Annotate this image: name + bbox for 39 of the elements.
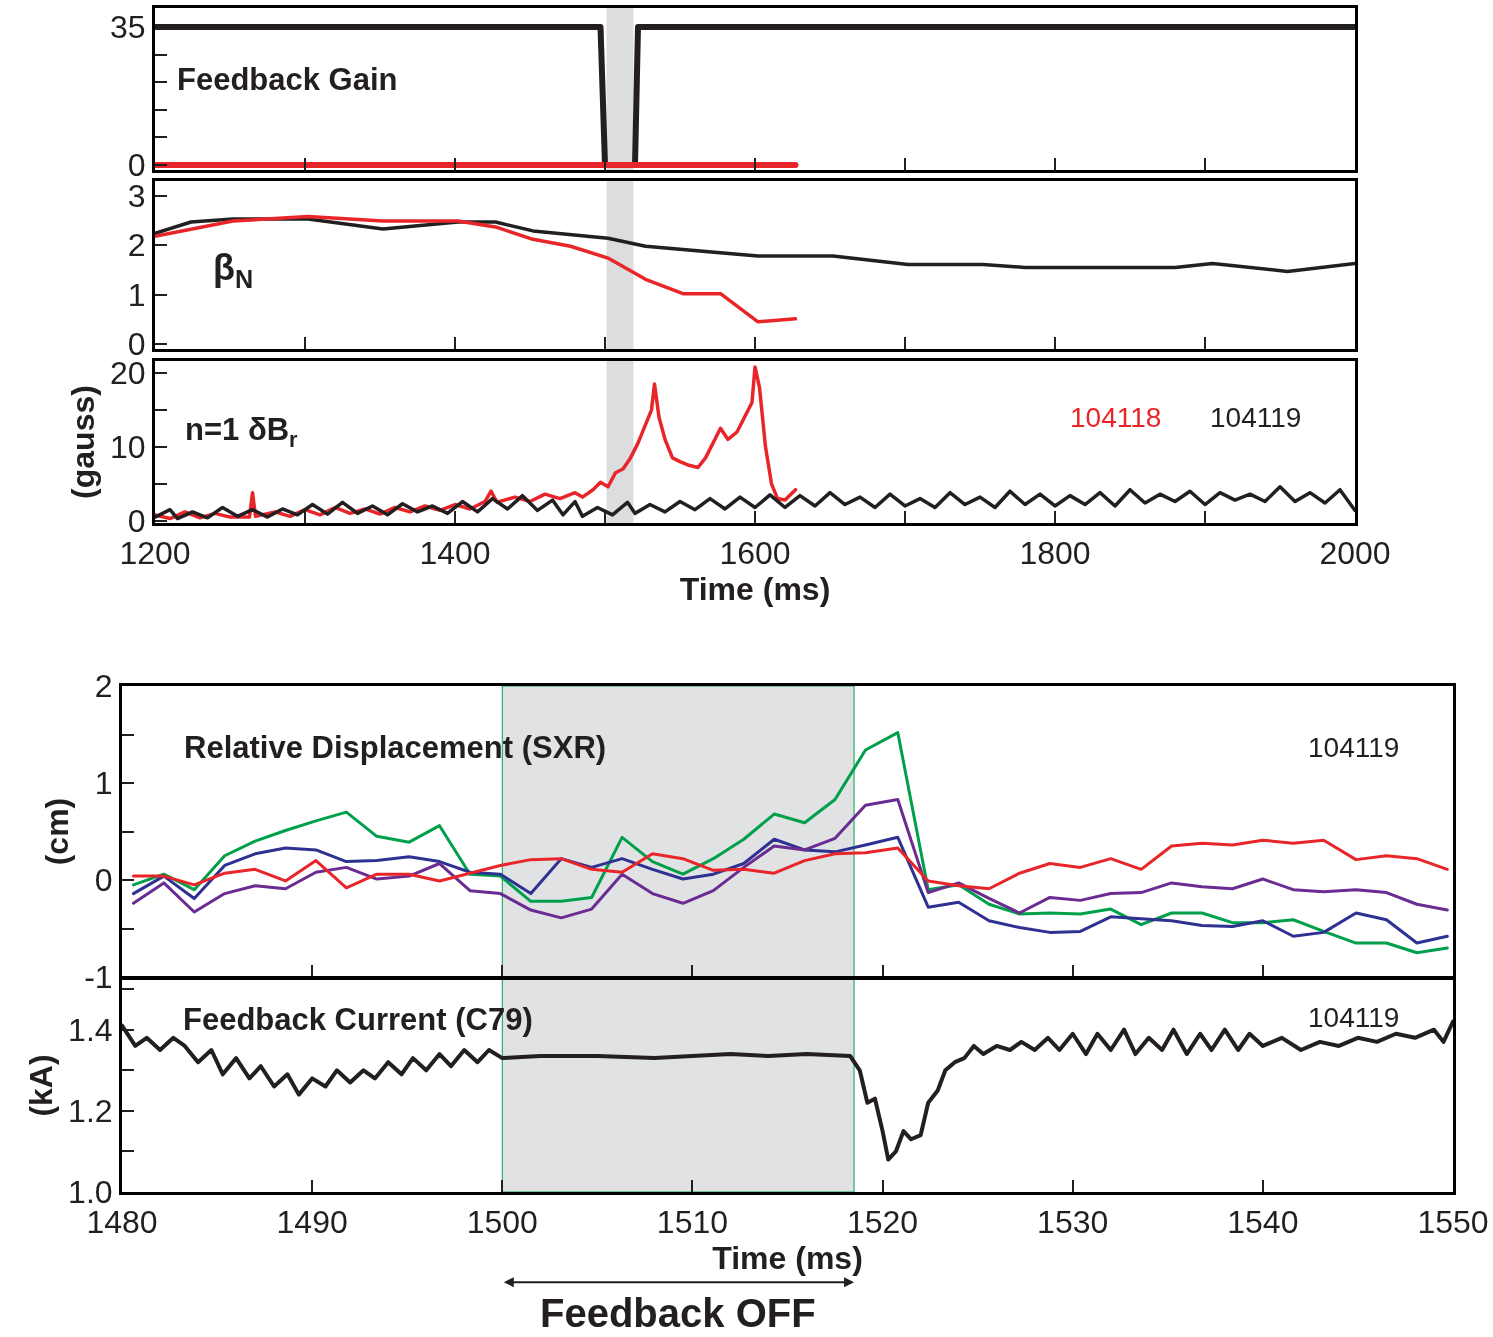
x-tick-label: 1490: [276, 1204, 348, 1241]
y-tick-label: 1.4: [68, 1011, 113, 1048]
y-tick-label: 2: [94, 668, 113, 705]
text: 104119: [1210, 402, 1302, 433]
annotation: 104119: [1308, 732, 1400, 763]
y-tick-label: 10: [110, 429, 146, 466]
y-axis-title: (cm): [39, 797, 76, 866]
y-tick-label: -1: [84, 959, 113, 996]
annotation: n=1 δB$_{r}$: [185, 412, 299, 452]
y-axis-title: (kA): [23, 1054, 60, 1117]
x-tick-label: 1520: [846, 1204, 919, 1241]
text: 104118: [1070, 402, 1162, 433]
x-tick-label: 1800: [1019, 535, 1091, 572]
line-series: [131, 835, 1449, 945]
x-axis-title: Time (ms): [679, 571, 831, 608]
line-series: [155, 485, 1355, 521]
x-axis-title: Time (ms): [712, 1240, 863, 1277]
x-tick-label: 1400: [419, 535, 491, 572]
x-tick-label: 1600: [719, 535, 791, 572]
x-tick-label: 2000: [1319, 535, 1391, 572]
y-tick-label: 1: [127, 276, 146, 313]
y-tick-label: 0: [94, 862, 113, 899]
y-axis-title: (gauss): [65, 385, 102, 499]
line-series: [155, 214, 798, 324]
line-series: [131, 797, 1449, 920]
line-series: [131, 838, 1449, 891]
annotation: Feedback Gain: [177, 62, 398, 97]
x-tick-label: 1510: [656, 1204, 729, 1241]
y-tick-label: 2: [127, 227, 146, 264]
x-tick-label: 1500: [466, 1204, 538, 1241]
y-tick-label: 35: [110, 9, 146, 46]
y-tick-label: 1.2: [68, 1093, 113, 1130]
y-tick-label: 1: [94, 765, 113, 802]
annotation: β$_{N}$: [213, 247, 254, 293]
band-label: Feedback OFF: [540, 1291, 816, 1335]
x-tick-label: 1540: [1227, 1204, 1299, 1241]
x-tick-label: 1550: [1417, 1204, 1489, 1241]
x-tick-label: 1530: [1037, 1204, 1109, 1241]
annotation: 104119: [1308, 1002, 1400, 1033]
